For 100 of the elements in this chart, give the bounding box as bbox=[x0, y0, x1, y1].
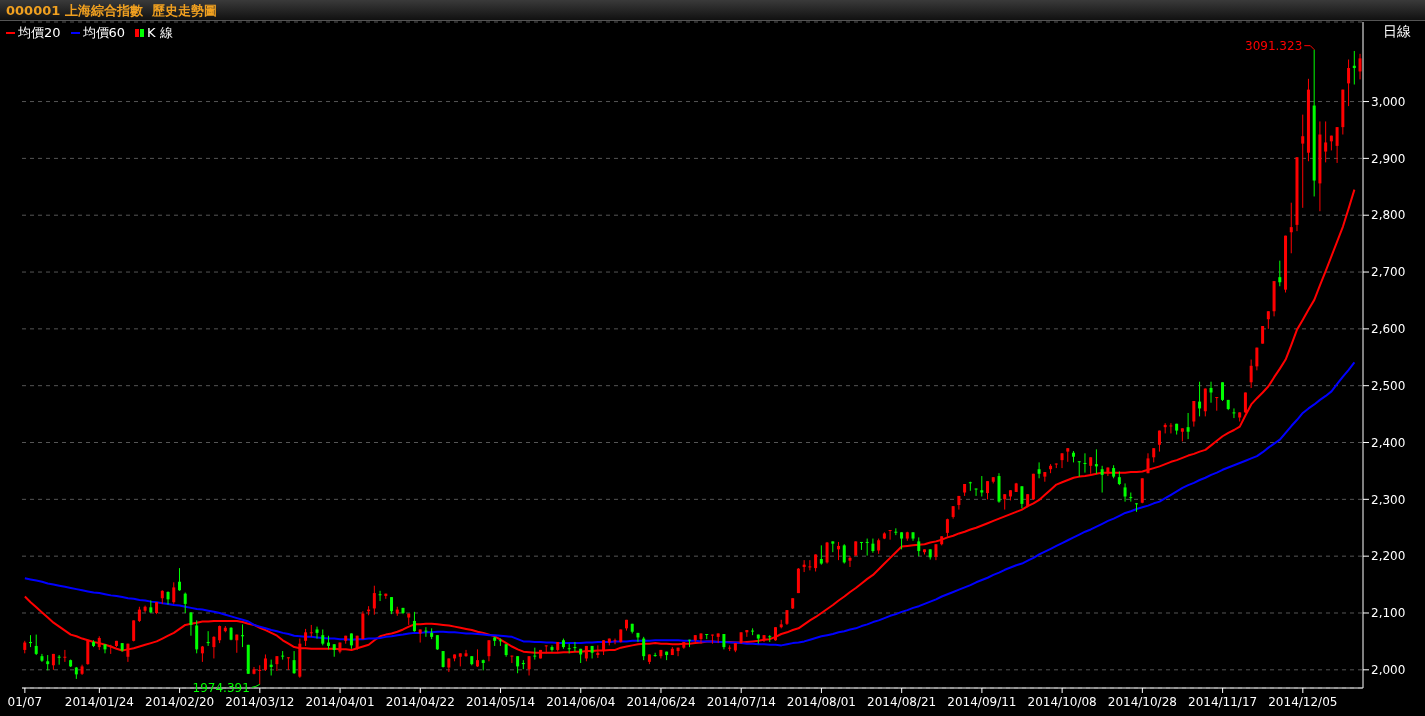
candlestick bbox=[1301, 114, 1305, 209]
candlestick bbox=[1289, 202, 1293, 254]
candlestick bbox=[1083, 452, 1087, 474]
candlestick bbox=[1335, 126, 1339, 164]
x-tick-label: 2014/08/21 bbox=[867, 695, 937, 709]
candlestick bbox=[825, 541, 829, 565]
candlestick bbox=[372, 585, 376, 616]
candlestick bbox=[699, 632, 703, 645]
x-tick-label: 2014/03/12 bbox=[225, 695, 295, 709]
candlestick bbox=[573, 641, 577, 653]
y-tick-label: 2,900 bbox=[1371, 151, 1406, 166]
x-tick-label: 2014/09/11 bbox=[947, 695, 1017, 709]
x-tick-label: 2014/01/24 bbox=[64, 695, 134, 709]
candlestick bbox=[1249, 359, 1253, 389]
candlestick bbox=[315, 626, 319, 640]
x-tick-label: 01/07 bbox=[7, 695, 43, 709]
y-tick-label: 2,500 bbox=[1371, 378, 1406, 393]
legend-label: K 線 bbox=[147, 24, 173, 42]
candlestick bbox=[865, 538, 869, 557]
candlestick bbox=[888, 529, 892, 541]
candlestick bbox=[1192, 400, 1196, 428]
candlestick bbox=[808, 559, 812, 571]
candlestick bbox=[206, 630, 210, 647]
candlestick bbox=[195, 619, 199, 654]
candlestick bbox=[292, 650, 296, 675]
x-tick-label: 2014/07/14 bbox=[706, 695, 776, 709]
candlestick bbox=[1186, 412, 1190, 440]
candlestick bbox=[986, 480, 990, 500]
candlestick bbox=[1203, 388, 1207, 417]
candlestick bbox=[871, 538, 875, 554]
candlestick bbox=[166, 590, 170, 605]
x-tick-label: 2014/05/14 bbox=[465, 695, 536, 709]
candlestick bbox=[1146, 452, 1150, 474]
candlestick bbox=[177, 567, 181, 592]
candlestick bbox=[1077, 460, 1081, 478]
candlestick bbox=[1278, 260, 1282, 287]
candlestick bbox=[1209, 381, 1213, 404]
x-tick-label: 2014/06/04 bbox=[546, 695, 616, 709]
candlestick bbox=[57, 654, 61, 666]
candlestick bbox=[510, 655, 514, 664]
candlestick bbox=[974, 488, 978, 497]
y-tick-label: 2,400 bbox=[1371, 435, 1406, 450]
chart-title: 000001 上海綜合指數 歷史走勢圖 bbox=[6, 2, 217, 20]
candlestick bbox=[837, 541, 841, 561]
y-tick-label: 2,700 bbox=[1371, 265, 1406, 280]
candlestick bbox=[527, 655, 531, 676]
candlestick bbox=[980, 475, 984, 497]
x-tick-label: 2014/04/01 bbox=[305, 695, 375, 709]
y-tick-label: 2,100 bbox=[1371, 606, 1406, 621]
candlestick bbox=[1020, 485, 1024, 509]
candlestick bbox=[487, 639, 491, 662]
candlestick bbox=[34, 634, 38, 656]
candlestick bbox=[676, 647, 680, 657]
candlestick bbox=[63, 649, 67, 663]
y-tick-label: 2,800 bbox=[1371, 208, 1406, 223]
candlestick bbox=[172, 581, 176, 605]
y-tick-label: 3,000 bbox=[1371, 94, 1406, 109]
legend-label: 均價20 bbox=[18, 24, 61, 42]
candlestick bbox=[917, 536, 921, 557]
x-tick-label: 2014/10/28 bbox=[1107, 695, 1177, 709]
candlestick bbox=[642, 636, 646, 661]
candlestick bbox=[378, 590, 382, 602]
y-tick-label: 2,300 bbox=[1371, 492, 1406, 507]
candlestick bbox=[309, 624, 313, 638]
candlestick bbox=[1232, 407, 1236, 419]
candlestick bbox=[1169, 422, 1173, 434]
candlestick bbox=[819, 544, 823, 566]
candlestick bbox=[842, 543, 846, 565]
candlestick bbox=[653, 652, 657, 658]
text: 日線 bbox=[1383, 23, 1411, 41]
candlestick bbox=[1220, 381, 1224, 402]
x-tick-label: 2014/04/22 bbox=[385, 695, 455, 709]
candlestick bbox=[848, 555, 852, 568]
candlestick bbox=[183, 592, 187, 614]
candlestick bbox=[286, 656, 290, 671]
candlestick bbox=[550, 644, 554, 653]
x-tick-label: 2014/10/08 bbox=[1027, 695, 1097, 709]
candlestick bbox=[1123, 482, 1127, 503]
candlestick bbox=[1060, 452, 1064, 469]
candlestick bbox=[258, 664, 262, 685]
x-tick-label: 2014/06/24 bbox=[626, 695, 696, 709]
candlestick bbox=[1347, 59, 1351, 107]
legend-label: 均價60 bbox=[82, 24, 126, 42]
y-tick-label: 2,600 bbox=[1371, 322, 1406, 337]
y-tick-label: 2,200 bbox=[1371, 549, 1406, 564]
candlestick bbox=[464, 649, 468, 658]
x-tick-label: 2014/02/20 bbox=[145, 695, 215, 709]
annotation: 3091.323 bbox=[1245, 38, 1303, 53]
y-tick-label: 2,000 bbox=[1371, 663, 1406, 678]
x-tick-label: 2014/12/05 bbox=[1268, 695, 1338, 709]
candlestick bbox=[1358, 53, 1362, 80]
x-tick-label: 2014/08/01 bbox=[786, 695, 857, 709]
candlestick bbox=[1100, 465, 1104, 494]
candlestick bbox=[1215, 396, 1219, 412]
candlestick bbox=[1037, 461, 1041, 479]
candlestick bbox=[424, 626, 428, 638]
candlestick bbox=[189, 611, 193, 637]
candlestick bbox=[212, 635, 216, 659]
candlestick bbox=[1324, 120, 1328, 163]
candlestick bbox=[412, 611, 416, 633]
